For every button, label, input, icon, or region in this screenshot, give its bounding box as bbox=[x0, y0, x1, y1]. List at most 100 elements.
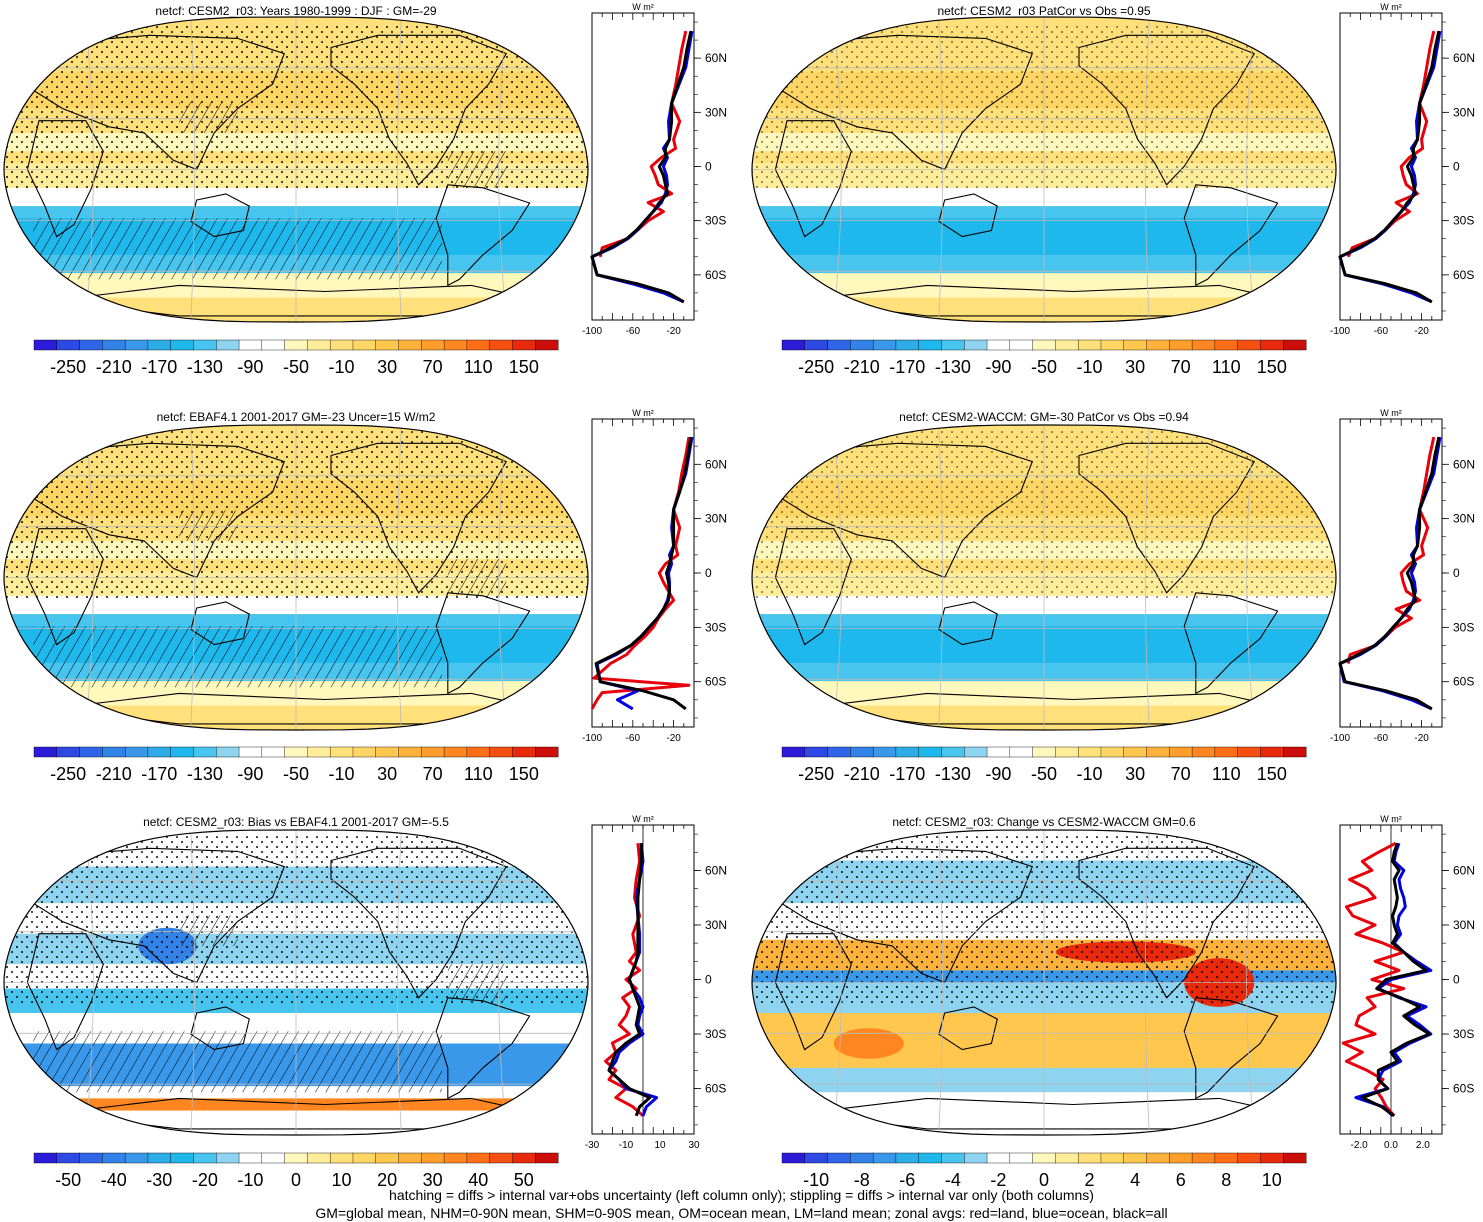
graticule-meridian bbox=[938, 425, 944, 730]
map-hatching bbox=[179, 915, 238, 946]
map-hatching bbox=[33, 218, 442, 280]
colorbar-swatch bbox=[124, 746, 149, 758]
colorbar-swatch bbox=[872, 1152, 897, 1164]
colorbar-swatch bbox=[986, 1152, 1011, 1164]
colorbar-swatch bbox=[1009, 1152, 1034, 1164]
colorbar-tick-label: -4 bbox=[945, 1170, 961, 1190]
colorbar-swatch bbox=[512, 339, 536, 351]
colorbar-6: -10 -8 -6 -4 -2 0 2 4 6 8 10 bbox=[781, 1152, 1307, 1190]
colorbar-swatch bbox=[261, 1152, 286, 1164]
colorbar-tick-label: 40 bbox=[468, 1170, 488, 1190]
colorbar-tick-label: -90 bbox=[985, 764, 1011, 784]
colorbar-tick-label: 10 bbox=[332, 1170, 352, 1190]
colorbar-swatch bbox=[1146, 746, 1170, 758]
zonal-unit-label: W m² bbox=[1380, 814, 1402, 824]
zonal-x-tick-label: -100 bbox=[582, 326, 602, 337]
zonal-x-tick-label: -20 bbox=[666, 326, 681, 337]
zonal-lat-label: 30N bbox=[1453, 512, 1475, 526]
colorbar-swatch bbox=[284, 1152, 308, 1164]
colorbar-swatch bbox=[307, 746, 331, 758]
colorbar-swatch bbox=[1123, 746, 1148, 758]
graticule-meridian bbox=[498, 830, 508, 1135]
zonal-lat-label: 60S bbox=[1453, 1082, 1474, 1096]
colorbar-swatch bbox=[1123, 1152, 1148, 1164]
colorbar-swatch bbox=[466, 746, 491, 758]
colorbar-1: -250 -210 -170 -130 -90 -50 -10 30 70 110 150 bbox=[33, 339, 559, 377]
colorbar-tick-label: -130 bbox=[187, 764, 223, 784]
zonal-lat-label: 60S bbox=[705, 1082, 726, 1096]
colorbar-swatch bbox=[1123, 339, 1148, 351]
colorbar-swatch bbox=[1237, 1152, 1261, 1164]
colorbar-swatch bbox=[941, 746, 965, 758]
colorbar-tick-label: 110 bbox=[464, 357, 493, 377]
colorbar-swatch bbox=[352, 339, 377, 351]
colorbar-swatch bbox=[261, 746, 286, 758]
graticule-meridian bbox=[1144, 17, 1150, 322]
colorbar-swatch bbox=[512, 1152, 536, 1164]
zonal-lat-label: 30N bbox=[705, 512, 727, 526]
colorbar-2: -250 -210 -170 -130 -90 -50 -10 30 70 110 150 bbox=[781, 339, 1307, 377]
colorbar-swatch bbox=[986, 339, 1011, 351]
graticule-meridian bbox=[84, 425, 94, 730]
colorbar-swatch bbox=[1260, 746, 1284, 758]
zonal-x-tick-label: -60 bbox=[626, 733, 641, 744]
zonal-lat-label: 30S bbox=[705, 1027, 726, 1041]
colorbar-swatch bbox=[781, 1152, 806, 1164]
zonal-x-tick-label: -100 bbox=[1330, 326, 1350, 337]
colorbar-swatch bbox=[1214, 1152, 1239, 1164]
colorbar-swatch bbox=[284, 746, 308, 758]
colorbar-tick-label: -130 bbox=[935, 357, 971, 377]
zonal-x-tick-label: -100 bbox=[1330, 733, 1350, 744]
colorbar-tick-label: -210 bbox=[96, 764, 132, 784]
colorbar-swatch bbox=[466, 339, 491, 351]
zonal-lat-label: 60S bbox=[705, 268, 726, 282]
colorbar-swatch bbox=[375, 1152, 400, 1164]
zonal-lat-label: 30N bbox=[705, 918, 727, 932]
colorbar-swatch bbox=[895, 339, 920, 351]
map-field bbox=[4, 830, 588, 1135]
colorbar-tick-label: -210 bbox=[844, 764, 880, 784]
zonal-frame bbox=[1339, 418, 1443, 728]
graticule-meridian bbox=[498, 17, 508, 322]
graticule-meridian bbox=[396, 425, 402, 730]
colorbar-swatch bbox=[170, 1152, 194, 1164]
zonal-x-tick-label: -10 bbox=[619, 1140, 634, 1151]
continent-australia bbox=[938, 193, 998, 238]
colorbar-swatch bbox=[489, 1152, 513, 1164]
colorbar-swatch bbox=[307, 1152, 331, 1164]
graticule-meridian bbox=[832, 830, 842, 1135]
zonal-x-tick-label: -60 bbox=[626, 326, 641, 337]
colorbar-swatch bbox=[56, 339, 81, 351]
zonal-x-tick-label: -60 bbox=[1374, 733, 1389, 744]
colorbar-swatch bbox=[443, 746, 468, 758]
colorbar-tick-label: 30 bbox=[423, 1170, 443, 1190]
colorbar-tick-label: -170 bbox=[889, 764, 925, 784]
colorbar-tick-label: -250 bbox=[798, 357, 834, 377]
colorbar-swatch bbox=[147, 339, 172, 351]
map-outline bbox=[3, 424, 589, 731]
colorbar-swatch bbox=[375, 746, 400, 758]
map-outline bbox=[3, 829, 589, 1136]
colorbar-tick-label: 10 bbox=[1262, 1170, 1282, 1190]
colorbar-swatch bbox=[352, 1152, 377, 1164]
zonal-lat-label: 30N bbox=[1453, 918, 1475, 932]
zonal-plot-2: W m² -100 -60 -20 60N 30N 0 30S 60S bbox=[1330, 2, 1475, 337]
colorbar-swatch bbox=[443, 339, 468, 351]
colorbar-swatch bbox=[147, 746, 172, 758]
colorbar-tick-label: 70 bbox=[423, 357, 443, 377]
colorbar-tick-label: -50 bbox=[283, 357, 309, 377]
colorbar-swatch bbox=[872, 339, 897, 351]
colorbar-swatch bbox=[375, 339, 400, 351]
panel-title: netcf: CESM2-WACCM: GM=-30 PatCor vs Obs… bbox=[899, 410, 1189, 424]
zonal-lat-label: 0 bbox=[1453, 566, 1460, 580]
colorbar-swatch bbox=[827, 746, 851, 758]
colorbar-tick-label: -50 bbox=[1031, 357, 1057, 377]
zonal-x-tick-label: -100 bbox=[582, 733, 602, 744]
colorbar-tick-label: -130 bbox=[187, 357, 223, 377]
colorbar-swatch bbox=[33, 746, 58, 758]
graticule-meridian bbox=[938, 830, 944, 1135]
zonal-lat-label: 60N bbox=[705, 863, 727, 877]
colorbar-swatch bbox=[56, 746, 81, 758]
colorbar-tick-label: 150 bbox=[509, 357, 539, 377]
zonal-series-all bbox=[1338, 436, 1441, 711]
